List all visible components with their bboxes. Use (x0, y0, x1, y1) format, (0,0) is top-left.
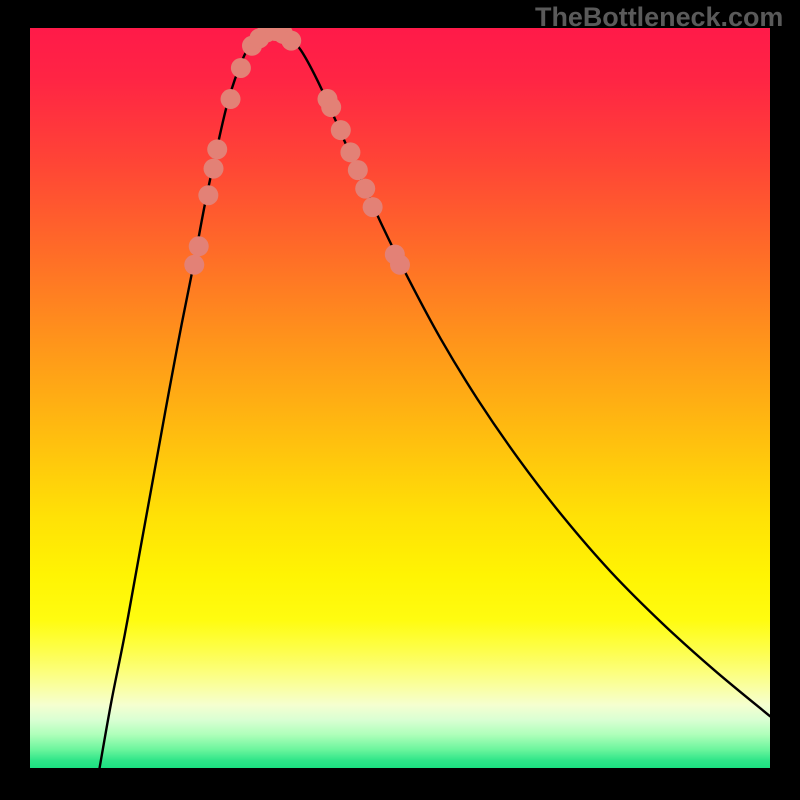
data-point (321, 97, 341, 117)
scatter-dots (184, 28, 410, 275)
data-point (331, 120, 351, 140)
data-point (221, 89, 241, 109)
data-point (207, 139, 227, 159)
data-point (184, 255, 204, 275)
data-point (363, 197, 383, 217)
data-point (189, 236, 209, 256)
chart-svg (30, 28, 770, 768)
data-point (348, 160, 368, 180)
data-point (390, 255, 410, 275)
data-point (204, 159, 224, 179)
data-point (281, 31, 301, 51)
watermark-text: TheBottleneck.com (535, 2, 783, 33)
data-point (231, 58, 251, 78)
v-curve-path (100, 29, 770, 768)
data-point (355, 179, 375, 199)
plot-area (30, 28, 770, 768)
data-point (340, 142, 360, 162)
data-point (198, 185, 218, 205)
figure-root: TheBottleneck.com (0, 0, 800, 800)
